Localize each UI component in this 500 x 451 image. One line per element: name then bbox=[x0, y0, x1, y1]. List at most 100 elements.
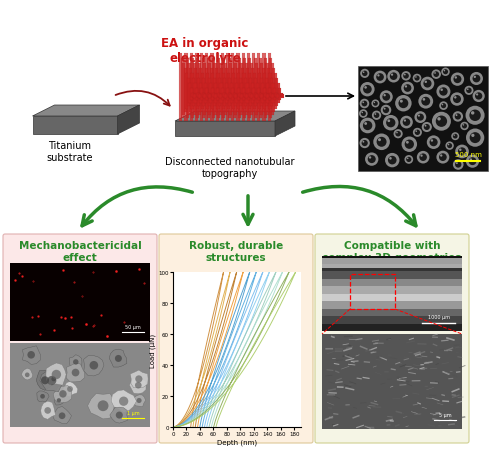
Bar bbox=[242, 54, 245, 122]
Circle shape bbox=[362, 112, 363, 114]
Bar bbox=[208, 79, 210, 107]
Circle shape bbox=[44, 407, 51, 414]
Circle shape bbox=[362, 102, 364, 104]
Text: Disconnected nanotubular
topography: Disconnected nanotubular topography bbox=[165, 156, 295, 178]
Polygon shape bbox=[52, 406, 72, 424]
Circle shape bbox=[404, 74, 406, 76]
Circle shape bbox=[360, 83, 374, 97]
Bar bbox=[179, 54, 182, 122]
Bar bbox=[252, 89, 256, 101]
Bar bbox=[182, 64, 186, 116]
Bar bbox=[218, 95, 222, 99]
Bar bbox=[250, 95, 253, 99]
Bar bbox=[186, 79, 190, 107]
Bar bbox=[217, 94, 220, 98]
Bar bbox=[228, 94, 231, 98]
Polygon shape bbox=[69, 355, 82, 369]
Circle shape bbox=[456, 115, 458, 117]
Bar bbox=[358, 67, 488, 172]
Bar bbox=[278, 89, 281, 101]
Bar bbox=[230, 69, 234, 113]
Bar bbox=[192, 95, 196, 99]
Bar bbox=[226, 54, 229, 122]
Bar bbox=[254, 94, 257, 98]
Circle shape bbox=[466, 129, 484, 147]
Bar bbox=[221, 89, 224, 101]
Bar bbox=[256, 69, 260, 113]
Bar bbox=[247, 89, 250, 101]
Circle shape bbox=[418, 115, 420, 117]
Bar bbox=[202, 59, 204, 119]
Polygon shape bbox=[37, 391, 49, 402]
Circle shape bbox=[447, 144, 452, 149]
Bar bbox=[258, 74, 261, 110]
Circle shape bbox=[406, 142, 409, 144]
Bar bbox=[232, 89, 234, 101]
Polygon shape bbox=[48, 373, 60, 385]
Circle shape bbox=[471, 134, 474, 138]
Bar bbox=[244, 79, 247, 107]
Text: Compatible with
complex 3D geometries: Compatible with complex 3D geometries bbox=[322, 240, 462, 262]
Bar bbox=[240, 84, 244, 104]
Bar bbox=[240, 95, 242, 99]
Bar bbox=[246, 84, 248, 104]
Text: 50 μm: 50 μm bbox=[125, 324, 141, 329]
Bar bbox=[200, 54, 203, 122]
Polygon shape bbox=[112, 390, 136, 413]
Bar bbox=[262, 89, 266, 101]
Circle shape bbox=[396, 132, 401, 137]
Bar bbox=[232, 74, 235, 110]
Bar bbox=[218, 79, 221, 107]
Bar bbox=[210, 89, 214, 101]
Circle shape bbox=[360, 118, 376, 134]
Polygon shape bbox=[22, 368, 32, 380]
Bar bbox=[273, 89, 276, 101]
Circle shape bbox=[363, 72, 364, 74]
Bar bbox=[207, 94, 210, 98]
Circle shape bbox=[363, 121, 372, 131]
Text: 1000 μm: 1000 μm bbox=[428, 314, 450, 319]
Bar bbox=[198, 95, 201, 99]
Bar bbox=[205, 54, 208, 122]
Circle shape bbox=[404, 156, 413, 165]
Bar bbox=[322, 279, 462, 286]
Bar bbox=[276, 84, 280, 104]
FancyBboxPatch shape bbox=[315, 235, 469, 443]
Circle shape bbox=[382, 94, 390, 101]
Polygon shape bbox=[54, 386, 72, 403]
Bar bbox=[192, 79, 195, 107]
Bar bbox=[233, 94, 236, 98]
Circle shape bbox=[373, 102, 378, 106]
Bar bbox=[188, 64, 190, 116]
Polygon shape bbox=[130, 377, 146, 394]
Polygon shape bbox=[54, 396, 64, 405]
Circle shape bbox=[459, 149, 462, 152]
Text: Robust, durable
structures: Robust, durable structures bbox=[189, 240, 283, 262]
Circle shape bbox=[401, 83, 414, 95]
Polygon shape bbox=[40, 369, 62, 392]
Text: Mechanobactericidal
effect: Mechanobactericidal effect bbox=[18, 240, 142, 262]
Circle shape bbox=[414, 130, 420, 136]
Bar bbox=[232, 59, 236, 119]
Circle shape bbox=[58, 413, 66, 419]
Polygon shape bbox=[46, 363, 66, 386]
Bar bbox=[269, 59, 272, 119]
Bar bbox=[186, 59, 189, 119]
Circle shape bbox=[451, 74, 464, 87]
Circle shape bbox=[424, 80, 432, 88]
Circle shape bbox=[365, 153, 378, 166]
Circle shape bbox=[475, 93, 482, 101]
Circle shape bbox=[436, 116, 447, 128]
Bar bbox=[222, 59, 226, 119]
Bar bbox=[197, 79, 200, 107]
Circle shape bbox=[474, 77, 476, 79]
Circle shape bbox=[380, 106, 392, 116]
Bar bbox=[322, 272, 462, 279]
Circle shape bbox=[388, 71, 400, 83]
Circle shape bbox=[441, 68, 450, 77]
Circle shape bbox=[364, 87, 367, 89]
Circle shape bbox=[388, 156, 396, 165]
Bar bbox=[266, 84, 270, 104]
Bar bbox=[322, 294, 462, 301]
Bar bbox=[214, 95, 216, 99]
